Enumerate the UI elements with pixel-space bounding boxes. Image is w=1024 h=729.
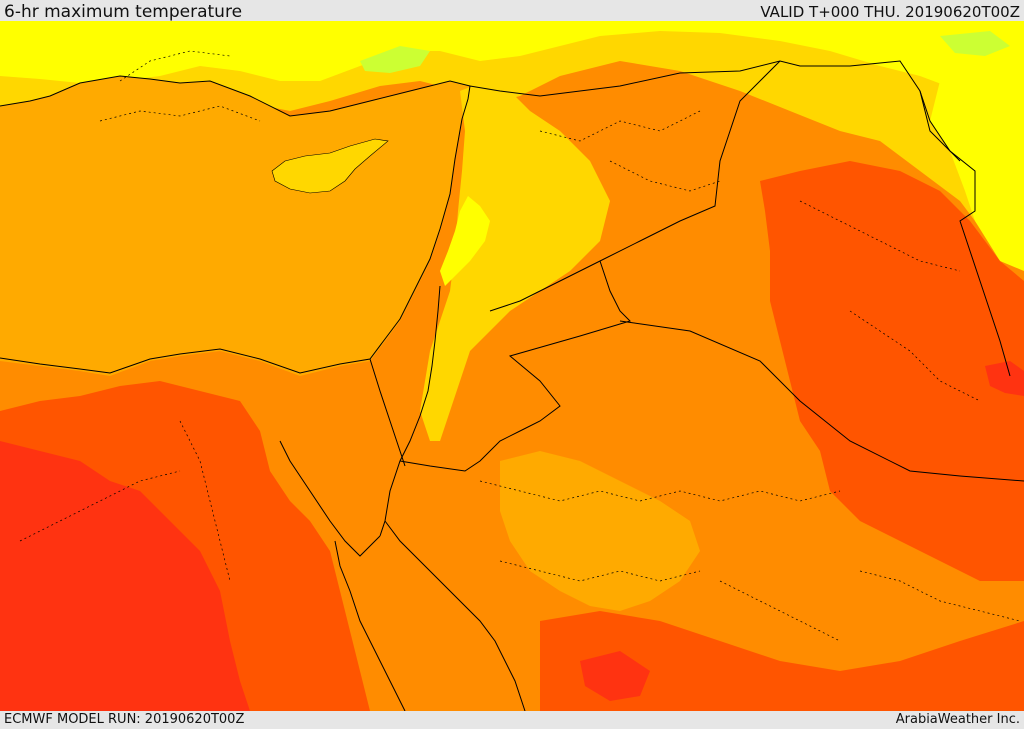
gulf-red-spot bbox=[985, 361, 1024, 396]
temperature-map-svg bbox=[0, 21, 1024, 711]
levant-yellow-core bbox=[440, 196, 490, 286]
cyprus-island bbox=[271, 138, 389, 194]
saudi-south-red-spot bbox=[580, 651, 650, 701]
valid-time: VALID T+000 THU. 20190620T00Z bbox=[760, 3, 1020, 21]
temperature-map bbox=[0, 21, 1024, 711]
saudi-warm-zone bbox=[500, 451, 700, 611]
northeast-green-spot bbox=[940, 31, 1010, 56]
model-run-label: ECMWF MODEL RUN: 20190620T00Z bbox=[4, 712, 245, 727]
footer-bar: ECMWF MODEL RUN: 20190620T00Z ArabiaWeat… bbox=[0, 711, 1024, 729]
northeast-yellow-zone bbox=[930, 81, 1024, 271]
credit-label: ArabiaWeather Inc. bbox=[895, 712, 1020, 727]
saudi-south-hot-zone bbox=[540, 611, 1024, 711]
header-bar: 6-hr maximum temperature VALID T+000 THU… bbox=[0, 0, 1024, 22]
country-borders bbox=[0, 60, 1024, 711]
levant-coastal-zone bbox=[420, 81, 610, 441]
northern-green-spot bbox=[360, 46, 430, 73]
northern-cool-zone bbox=[0, 21, 1024, 261]
northern-yellow-zone bbox=[0, 21, 1024, 141]
map-title: 6-hr maximum temperature bbox=[4, 2, 243, 22]
province-boundaries bbox=[19, 50, 1021, 642]
egypt-red-zone bbox=[0, 441, 250, 711]
